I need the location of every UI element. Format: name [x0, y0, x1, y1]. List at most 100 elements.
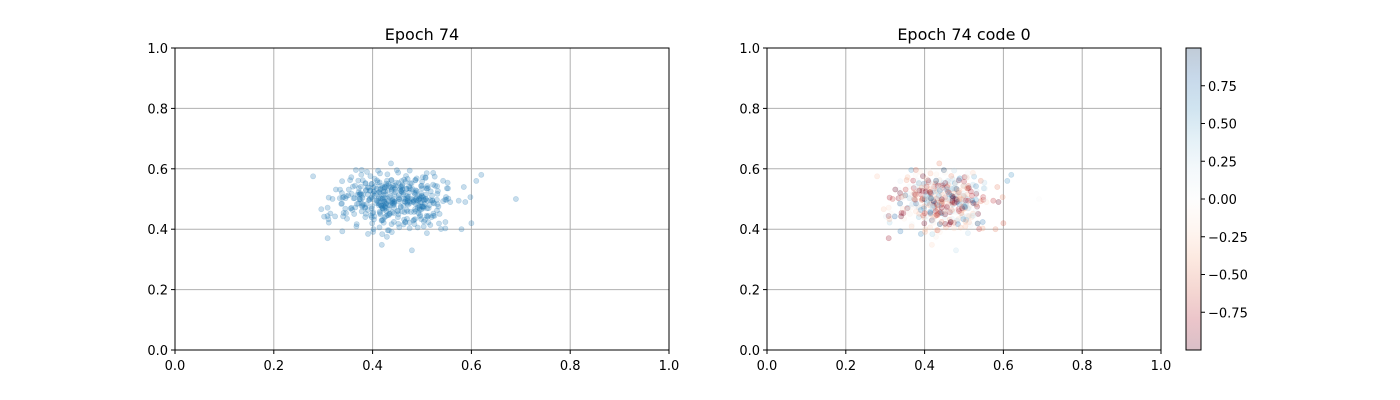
scatter-point	[926, 195, 933, 202]
y-tick-label: 0.4	[147, 223, 168, 238]
colorbar-tick-label: −0.75	[1208, 306, 1248, 321]
scatter-point	[377, 186, 383, 193]
scatter-point	[349, 206, 356, 213]
scatter-point	[373, 197, 380, 204]
scatter-point	[363, 187, 369, 194]
scatter-point	[339, 228, 346, 235]
scatter-point	[410, 198, 416, 205]
scatter-point	[966, 212, 972, 219]
scatter-point	[427, 197, 434, 204]
scatter-point	[916, 210, 923, 217]
scatter-point	[421, 197, 427, 204]
scatter-point	[937, 184, 944, 191]
scatter-point	[931, 203, 938, 210]
scatter-point	[922, 226, 929, 232]
scatter-point	[956, 197, 963, 203]
scatter-point	[963, 174, 970, 181]
x-tick-label: 0.8	[560, 359, 581, 374]
scatter-point	[397, 183, 404, 190]
scatter-point	[384, 177, 390, 184]
scatter-point	[423, 230, 430, 236]
scatter-point	[359, 194, 366, 201]
scatter-point	[902, 186, 909, 193]
scatter-point	[390, 182, 397, 189]
scatter-point	[342, 205, 349, 212]
scatter-point	[928, 185, 934, 192]
scatter-point	[898, 194, 905, 200]
scatter-point	[362, 180, 369, 186]
scatter-point	[937, 209, 944, 216]
scatter-point	[924, 197, 931, 204]
scatter-point	[960, 183, 967, 189]
scatter-point	[385, 180, 392, 187]
scatter-point	[1036, 196, 1042, 202]
scatter-point	[408, 195, 415, 202]
scatter-point	[429, 197, 436, 204]
scatter-point	[473, 177, 480, 184]
scatter-point	[385, 201, 392, 208]
scatter-point	[378, 202, 385, 209]
scatter-point	[424, 205, 430, 212]
scatter-point	[373, 185, 380, 192]
scatter-point	[913, 203, 920, 210]
scatter-point	[925, 185, 931, 192]
scatter-point	[418, 216, 424, 222]
scatter-point	[921, 181, 927, 187]
scatter-point	[379, 217, 385, 223]
scatter-point	[938, 196, 945, 203]
scatter-point	[934, 198, 941, 204]
scatter-point	[434, 201, 441, 208]
scatter-point	[392, 186, 398, 193]
scatter-point	[886, 194, 893, 201]
scatter-point	[388, 177, 395, 183]
scatter-point	[930, 202, 936, 209]
x-tick-label: 0.4	[914, 359, 935, 374]
scatter-point	[424, 185, 430, 192]
scatter-point	[897, 194, 904, 201]
scatter-point	[927, 201, 933, 207]
scatter-point	[376, 189, 383, 195]
scatter-point	[513, 196, 519, 202]
scatter-point	[405, 189, 412, 196]
scatter-point	[377, 211, 384, 218]
scatter-point	[983, 199, 990, 205]
scatter-point	[949, 175, 956, 182]
scatter-point	[358, 166, 365, 173]
scatter-point	[404, 215, 410, 222]
scatter-point	[903, 177, 910, 183]
scatter-point	[945, 182, 952, 188]
scatter-point	[383, 213, 389, 219]
scatter-point	[938, 218, 945, 225]
scatter-point	[355, 177, 362, 184]
scatter-point	[377, 190, 384, 197]
scatter-point	[946, 221, 953, 228]
scatter-point	[380, 202, 387, 209]
scatter-point	[336, 195, 343, 202]
scatter-point	[357, 183, 364, 190]
scatter-point	[362, 214, 369, 220]
scatter-point	[964, 212, 971, 219]
scatter-point	[946, 176, 953, 183]
scatter-point	[982, 195, 988, 202]
scatter-point	[909, 191, 916, 198]
scatter-point	[368, 205, 375, 212]
scatter-point	[923, 213, 929, 220]
scatter-point	[965, 205, 971, 212]
scatter-point	[358, 171, 365, 178]
scatter-point	[930, 219, 937, 226]
scatter-point	[970, 199, 976, 206]
scatter-point	[339, 178, 345, 185]
scatter-point	[958, 195, 965, 202]
scatter-point	[391, 198, 398, 205]
scatter-point	[381, 206, 387, 213]
scatter-point	[343, 193, 350, 199]
scatter-point	[1008, 171, 1015, 178]
scatter-point	[376, 210, 383, 216]
scatter-point	[321, 213, 327, 220]
scatter-point	[973, 190, 980, 197]
scatter-point	[947, 198, 954, 205]
scatter-point	[948, 185, 955, 192]
scatter-point	[944, 188, 951, 195]
scatter-point	[357, 191, 363, 197]
scatter-point	[954, 208, 961, 215]
